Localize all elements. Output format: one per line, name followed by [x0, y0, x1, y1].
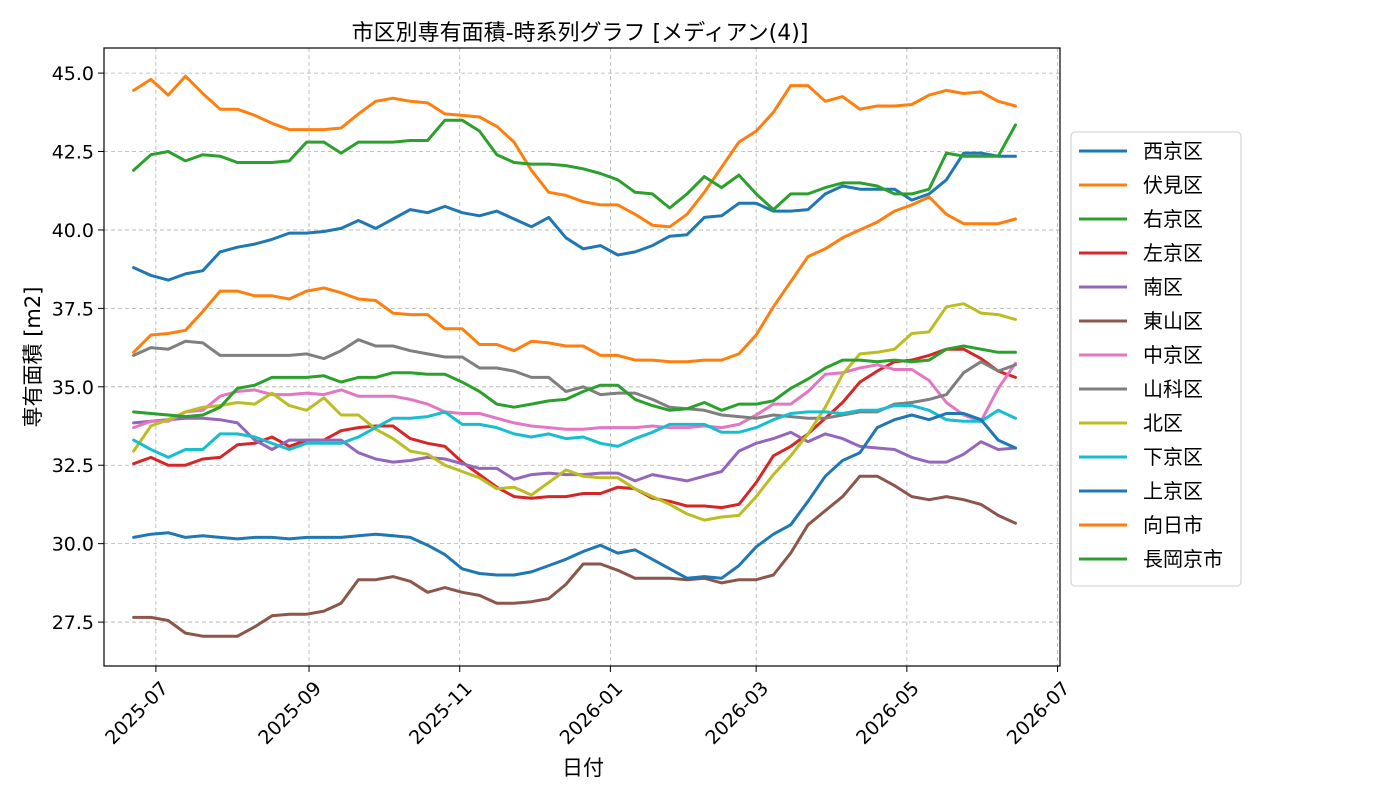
- y-tick-label: 35.0: [52, 377, 94, 399]
- legend-label: 向日市: [1143, 513, 1203, 537]
- legend-label: 北区: [1143, 411, 1183, 435]
- x-tick-label: 2025-11: [405, 677, 477, 749]
- series-line: [132, 151, 1017, 282]
- series-line: [132, 118, 1017, 212]
- series-line: [132, 474, 1017, 638]
- legend-label: 東山区: [1143, 309, 1203, 333]
- series-line: [132, 302, 1017, 522]
- y-tick-label: 45.0: [52, 63, 94, 85]
- legend-label: 右京区: [1143, 207, 1203, 231]
- y-tick-label: 30.0: [52, 534, 94, 556]
- x-tick-label: 2026-07: [1003, 677, 1075, 749]
- x-tick-label: 2026-05: [852, 677, 924, 749]
- series-line: [132, 338, 1017, 420]
- x-tick-label: 2025-09: [254, 677, 326, 749]
- legend-label: 中京区: [1143, 343, 1203, 367]
- grid-lines: [104, 48, 1060, 666]
- series-lines: [132, 74, 1017, 638]
- series-line: [132, 404, 1017, 459]
- series-line: [132, 412, 1017, 580]
- y-axis-label: 専有面積 [m2]: [21, 287, 45, 428]
- series-line: [132, 344, 1017, 419]
- series-line: [132, 347, 1017, 510]
- series-line: [132, 195, 1017, 364]
- legend-label: 伏見区: [1143, 173, 1203, 197]
- legend-label: 長岡京市: [1143, 547, 1223, 571]
- y-tick-label: 42.5: [52, 142, 94, 164]
- x-tick-label: 2026-01: [556, 677, 628, 749]
- chart-title: 市区別専有面積-時系列グラフ [メディアン(4)]: [352, 21, 809, 46]
- series-line: [132, 74, 1017, 229]
- x-tick-label: 2025-07: [101, 677, 173, 749]
- legend-label: 左京区: [1143, 241, 1203, 265]
- x-tick-label: 2026-03: [701, 677, 773, 749]
- legend-label: 南区: [1143, 275, 1183, 299]
- y-tick-label: 37.5: [52, 298, 94, 320]
- y-tick-label: 40.0: [52, 220, 94, 242]
- legend-label: 山科区: [1143, 377, 1203, 401]
- y-tick-label: 27.5: [52, 612, 94, 634]
- legend-label: 西京区: [1143, 139, 1203, 163]
- y-tick-label: 32.5: [52, 455, 94, 477]
- legend-label: 下京区: [1143, 445, 1203, 469]
- x-axis-label: 日付: [562, 756, 604, 780]
- legend-label: 上京区: [1143, 479, 1203, 503]
- legend-box: [1070, 131, 1242, 587]
- series-line: [132, 361, 1017, 431]
- plot-frame: [103, 47, 1061, 667]
